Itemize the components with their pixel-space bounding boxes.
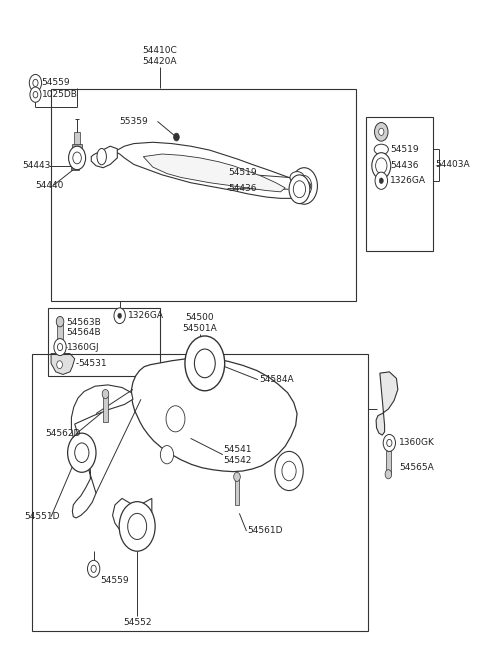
Text: 1360GJ: 1360GJ — [67, 343, 99, 352]
Text: 54562D: 54562D — [45, 429, 80, 438]
Text: 54436: 54436 — [390, 161, 419, 170]
Circle shape — [87, 560, 100, 577]
Circle shape — [119, 502, 155, 552]
Text: 54440: 54440 — [36, 181, 64, 190]
Circle shape — [291, 168, 317, 204]
Text: 54519: 54519 — [228, 168, 257, 178]
Circle shape — [58, 343, 63, 350]
Text: 54584A: 54584A — [259, 375, 294, 384]
Text: 54436: 54436 — [228, 184, 257, 193]
Circle shape — [54, 339, 66, 356]
Circle shape — [275, 451, 303, 491]
Circle shape — [73, 152, 81, 164]
Circle shape — [185, 336, 225, 391]
Circle shape — [234, 472, 240, 481]
Circle shape — [91, 565, 96, 572]
Circle shape — [75, 443, 89, 462]
Ellipse shape — [298, 181, 311, 191]
Circle shape — [387, 440, 392, 447]
Text: 54559: 54559 — [42, 79, 70, 87]
Text: 54561D: 54561D — [247, 527, 283, 536]
Text: 54403A: 54403A — [436, 160, 470, 169]
Circle shape — [282, 461, 296, 481]
Circle shape — [29, 75, 42, 92]
Text: 54531: 54531 — [78, 359, 107, 368]
Circle shape — [376, 158, 387, 174]
Text: 54541: 54541 — [224, 445, 252, 454]
Circle shape — [128, 514, 146, 540]
Text: 54559: 54559 — [101, 576, 130, 585]
Ellipse shape — [290, 172, 304, 183]
Text: 54500: 54500 — [186, 312, 215, 322]
Polygon shape — [91, 146, 117, 168]
Text: 54542: 54542 — [224, 456, 252, 465]
Polygon shape — [57, 324, 63, 343]
Text: 54565A: 54565A — [399, 463, 433, 472]
Circle shape — [293, 181, 306, 198]
Ellipse shape — [97, 149, 107, 165]
Ellipse shape — [374, 144, 388, 155]
Text: 54501A: 54501A — [183, 324, 217, 333]
Circle shape — [385, 470, 392, 479]
Text: 1025DB: 1025DB — [42, 90, 77, 99]
Circle shape — [379, 128, 384, 136]
Circle shape — [383, 434, 396, 451]
Circle shape — [174, 133, 179, 141]
Circle shape — [160, 445, 174, 464]
Text: 54410C: 54410C — [143, 46, 177, 55]
Polygon shape — [144, 154, 285, 192]
Text: 54443: 54443 — [22, 161, 50, 170]
Text: 54420A: 54420A — [143, 57, 177, 66]
Circle shape — [114, 308, 125, 324]
Text: 55359: 55359 — [120, 117, 148, 126]
Polygon shape — [376, 372, 398, 435]
Polygon shape — [386, 451, 391, 474]
Circle shape — [374, 122, 388, 141]
Polygon shape — [51, 354, 75, 375]
Text: 1326GA: 1326GA — [390, 176, 426, 185]
Circle shape — [375, 172, 387, 189]
Circle shape — [33, 92, 38, 98]
Polygon shape — [72, 143, 82, 149]
Circle shape — [194, 349, 215, 378]
Polygon shape — [74, 132, 80, 151]
Circle shape — [166, 405, 185, 432]
Circle shape — [289, 175, 310, 204]
Circle shape — [68, 433, 96, 472]
Circle shape — [56, 316, 64, 327]
Circle shape — [297, 176, 312, 196]
Text: 54563B: 54563B — [67, 318, 101, 327]
Polygon shape — [106, 142, 313, 198]
Polygon shape — [72, 162, 80, 170]
Circle shape — [372, 153, 391, 179]
Text: 54519: 54519 — [390, 145, 419, 154]
Circle shape — [379, 178, 384, 183]
Text: 54551D: 54551D — [24, 512, 60, 521]
Circle shape — [33, 79, 38, 86]
Polygon shape — [113, 498, 152, 542]
Text: 54552: 54552 — [123, 618, 151, 627]
Circle shape — [102, 390, 109, 399]
Circle shape — [30, 87, 41, 102]
Polygon shape — [103, 396, 108, 422]
Circle shape — [57, 361, 62, 369]
Polygon shape — [132, 358, 297, 472]
Text: 54564B: 54564B — [67, 328, 101, 337]
Text: 1326GA: 1326GA — [128, 311, 164, 320]
Circle shape — [118, 313, 121, 318]
Polygon shape — [72, 385, 133, 518]
Text: 1360GK: 1360GK — [399, 438, 435, 447]
Polygon shape — [235, 479, 240, 505]
Circle shape — [69, 146, 85, 170]
